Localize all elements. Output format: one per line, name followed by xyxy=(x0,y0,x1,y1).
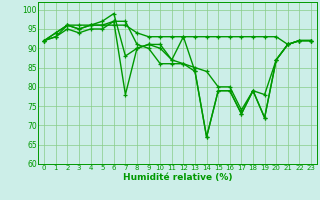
X-axis label: Humidité relative (%): Humidité relative (%) xyxy=(123,173,232,182)
